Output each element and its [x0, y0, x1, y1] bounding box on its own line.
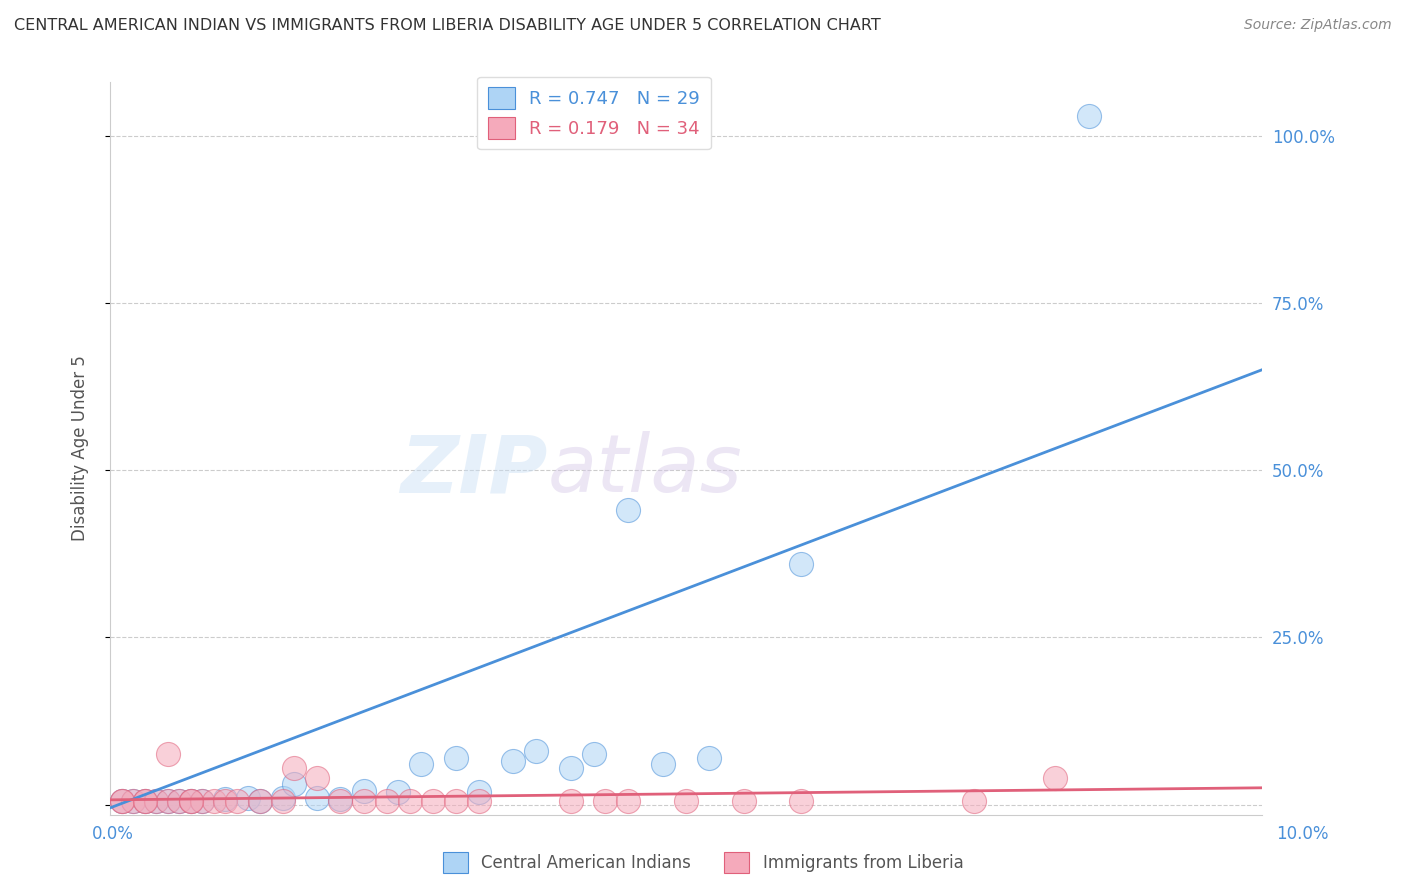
Point [444, 750, 467, 764]
Text: atlas: atlas [548, 432, 742, 509]
Point [790, 557, 813, 571]
Point [398, 794, 420, 808]
Point [375, 794, 398, 808]
Point [214, 794, 236, 808]
Point [145, 794, 167, 808]
Point [560, 794, 582, 808]
Legend: R = 0.747   N = 29, R = 0.179   N = 34: R = 0.747 N = 29, R = 0.179 N = 34 [477, 77, 711, 150]
Legend: Central American Indians, Immigrants from Liberia: Central American Indians, Immigrants fro… [436, 846, 970, 880]
Point [191, 794, 214, 808]
Point [134, 794, 156, 808]
Point [467, 785, 489, 799]
Point [353, 794, 375, 808]
Point [167, 794, 190, 808]
Point [134, 794, 156, 808]
Point [595, 794, 617, 808]
Point [675, 794, 697, 808]
Point [560, 761, 582, 775]
Point [156, 747, 179, 762]
Point [249, 794, 271, 808]
Point [502, 754, 524, 768]
Point [411, 757, 433, 772]
Point [156, 794, 179, 808]
Point [110, 794, 132, 808]
Point [214, 792, 236, 806]
Text: CENTRAL AMERICAN INDIAN VS IMMIGRANTS FROM LIBERIA DISABILITY AGE UNDER 5 CORREL: CENTRAL AMERICAN INDIAN VS IMMIGRANTS FR… [14, 18, 880, 33]
Point [180, 794, 202, 808]
Text: ZIP: ZIP [401, 432, 548, 509]
Point [156, 794, 179, 808]
Point [167, 794, 190, 808]
Point [191, 794, 214, 808]
Point [652, 757, 675, 772]
Point [387, 785, 409, 799]
Point [202, 794, 225, 808]
Point [353, 784, 375, 798]
Point [180, 794, 202, 808]
Y-axis label: Disability Age Under 5: Disability Age Under 5 [72, 355, 89, 541]
Text: Source: ZipAtlas.com: Source: ZipAtlas.com [1244, 18, 1392, 32]
Point [180, 794, 202, 808]
Point [524, 744, 547, 758]
Point [271, 790, 294, 805]
Point [617, 503, 640, 517]
Point [307, 790, 329, 805]
Point [122, 794, 145, 808]
Point [283, 777, 305, 791]
Point [225, 794, 247, 808]
Point [790, 794, 813, 808]
Point [617, 794, 640, 808]
Point [329, 792, 352, 806]
Point [1043, 771, 1066, 785]
Point [467, 794, 489, 808]
Point [249, 794, 271, 808]
Point [329, 794, 352, 808]
Point [271, 794, 294, 808]
Point [134, 794, 156, 808]
Text: 0.0%: 0.0% [91, 825, 134, 843]
Point [110, 794, 132, 808]
Point [1078, 109, 1101, 123]
Point [963, 794, 986, 808]
Point [422, 794, 444, 808]
Point [582, 747, 605, 762]
Point [238, 790, 260, 805]
Point [122, 794, 145, 808]
Point [697, 750, 720, 764]
Text: 10.0%: 10.0% [1277, 825, 1329, 843]
Point [444, 794, 467, 808]
Point [145, 794, 167, 808]
Point [733, 794, 755, 808]
Point [307, 771, 329, 785]
Point [283, 761, 305, 775]
Point [110, 794, 132, 808]
